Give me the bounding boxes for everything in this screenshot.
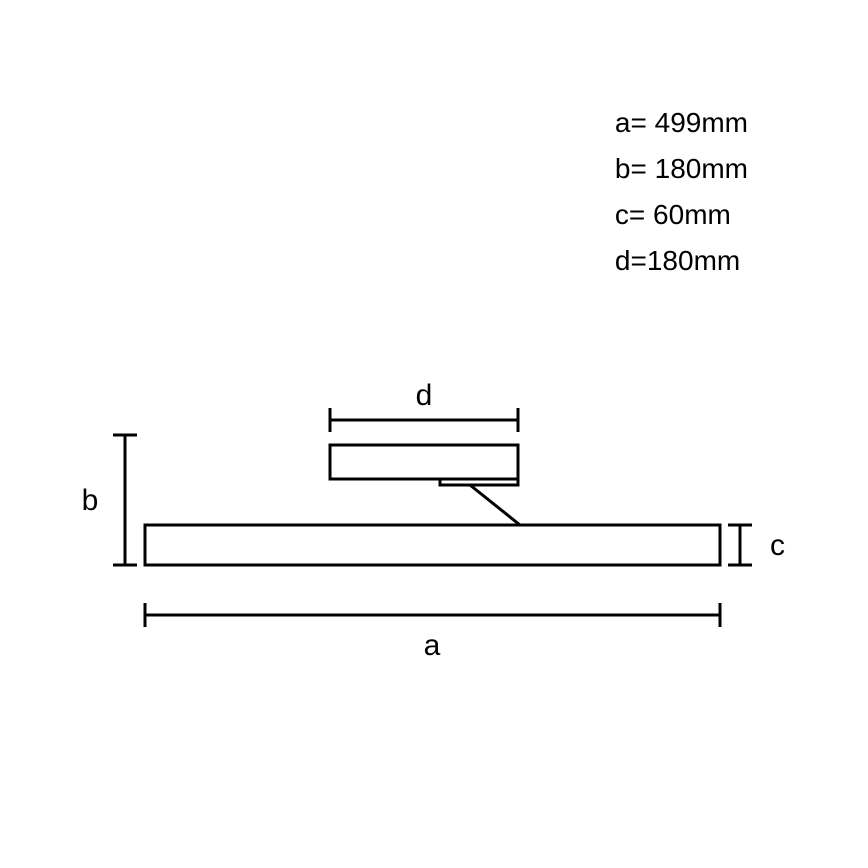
diagonal-connector [470, 485, 520, 525]
technical-diagram: a b c d [0, 0, 868, 868]
dim-b-label: b [82, 484, 99, 517]
dim-c-label: c [770, 529, 785, 562]
main-bar [145, 525, 720, 565]
dim-a-label: a [424, 629, 441, 662]
connector-tab [440, 479, 518, 485]
dim-d-label: d [416, 379, 433, 412]
top-box [330, 445, 518, 479]
